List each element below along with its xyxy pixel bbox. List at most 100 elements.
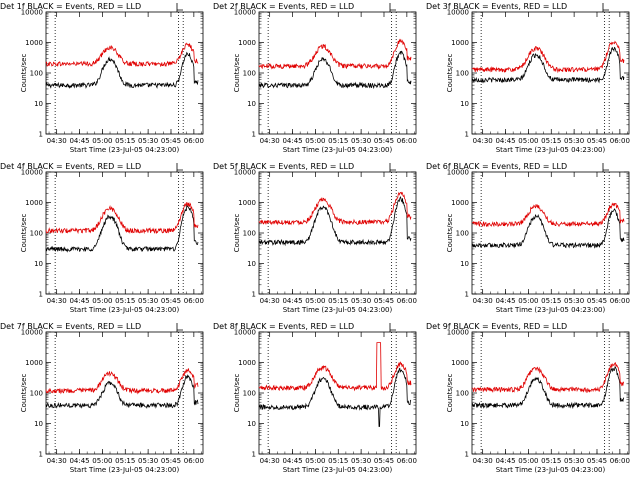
y-axis-title: Counts/sec	[446, 214, 454, 253]
y-tick-label: 1	[465, 451, 469, 459]
x-tick-label: 05:45	[374, 297, 394, 305]
y-tick-label: 1000	[451, 39, 469, 47]
y-tick-label: 1000	[238, 199, 256, 207]
time-marker-glyph	[389, 163, 396, 172]
detector-panel-8: Det 8f BLACK = Events, RED = LLD 1 10 100 10…	[213, 320, 426, 480]
x-tick-label: 04:45	[282, 137, 302, 145]
lld-series-line	[258, 342, 412, 392]
y-tick-label: 10	[460, 100, 469, 108]
x-tick-label: 05:15	[328, 457, 348, 465]
y-axis-title: Counts/sec	[20, 374, 28, 413]
x-tick-label: 05:45	[587, 297, 607, 305]
y-tick-label: 10000	[447, 169, 469, 177]
x-tick-label: 05:30	[564, 297, 584, 305]
x-tick-label: 06:00	[610, 457, 630, 465]
detector-panel-7: Det 7f BLACK = Events, RED = LLD 1 10 100 10…	[0, 320, 213, 480]
x-tick-label: 04:45	[495, 297, 515, 305]
x-axis-title: Start Time (23-Jul-05 04:23:00)	[70, 306, 180, 314]
detector-panel-4: Det 4f BLACK = Events, RED = LLD 1 10 100 10…	[0, 160, 213, 320]
x-tick-label: 05:30	[138, 457, 158, 465]
y-tick-label: 100	[456, 390, 469, 398]
panel-title: Det 7f BLACK = Events, RED = LLD	[0, 322, 141, 331]
panel-title: Det 6f BLACK = Events, RED = LLD	[426, 162, 567, 171]
lld-series-line	[471, 362, 624, 394]
x-tick-label: 04:30	[260, 297, 280, 305]
y-tick-label: 10	[34, 100, 43, 108]
time-marker-glyph	[602, 163, 609, 172]
x-axis-title: Start Time (23-Jul-05 04:23:00)	[283, 306, 393, 314]
x-tick-label: 04:45	[69, 457, 89, 465]
chart-svg: Det 8f BLACK = Events, RED = LLD 1 10 100 10…	[213, 322, 417, 474]
y-tick-label: 100	[243, 70, 256, 78]
panel-title: Det 4f BLACK = Events, RED = LLD	[0, 162, 141, 171]
x-tick-label: 04:45	[495, 137, 515, 145]
x-tick-label: 05:15	[328, 137, 348, 145]
y-tick-label: 1	[465, 291, 469, 299]
y-axis-title: Counts/sec	[446, 54, 454, 93]
x-tick-label: 05:45	[587, 457, 607, 465]
plot-frame	[45, 331, 204, 455]
chart-svg: Det 7f BLACK = Events, RED = LLD 1 10 100 10…	[0, 322, 204, 474]
y-tick-label: 1000	[25, 199, 43, 207]
x-tick-label: 06:00	[397, 297, 417, 305]
detector-panel-1: Det 1f BLACK = Events, RED = LLD 1 10 100 10…	[0, 0, 213, 160]
time-marker-glyph	[602, 3, 609, 12]
chart-svg: Det 6f BLACK = Events, RED = LLD 1 10 100 10…	[426, 162, 630, 314]
y-tick-label: 10000	[21, 9, 43, 17]
panel-title: Det 1f BLACK = Events, RED = LLD	[0, 2, 141, 11]
x-tick-label: 04:45	[69, 137, 89, 145]
x-tick-label: 05:00	[305, 297, 325, 305]
x-tick-label: 05:45	[374, 137, 394, 145]
events-series-line	[258, 195, 412, 247]
y-tick-label: 10000	[234, 169, 256, 177]
chart-svg: Det 9f BLACK = Events, RED = LLD 1 10 100 10…	[426, 322, 630, 474]
time-marker-glyph	[176, 163, 183, 172]
x-tick-label: 05:30	[351, 137, 371, 145]
y-axis-title: Counts/sec	[446, 374, 454, 413]
y-tick-label: 100	[30, 230, 43, 238]
x-tick-label: 05:45	[161, 137, 181, 145]
x-tick-label: 05:15	[115, 457, 135, 465]
y-tick-label: 10	[247, 260, 256, 268]
y-tick-label: 100	[243, 230, 256, 238]
chart-svg: Det 4f BLACK = Events, RED = LLD 1 10 100 10…	[0, 162, 204, 314]
x-tick-label: 05:15	[115, 297, 135, 305]
x-tick-label: 05:45	[374, 457, 394, 465]
x-axis-title: Start Time (23-Jul-05 04:23:00)	[283, 466, 393, 474]
panel-title: Det 2f BLACK = Events, RED = LLD	[213, 2, 354, 11]
y-tick-label: 10000	[234, 329, 256, 337]
plot-frame	[258, 331, 417, 455]
plot-frame	[258, 171, 417, 295]
panel-title: Det 3f BLACK = Events, RED = LLD	[426, 2, 567, 11]
x-tick-label: 05:30	[138, 137, 158, 145]
lld-series-line	[471, 202, 625, 228]
x-tick-label: 04:45	[495, 457, 515, 465]
x-tick-label: 05:30	[138, 297, 158, 305]
y-tick-label: 10	[247, 100, 256, 108]
x-tick-label: 05:15	[328, 297, 348, 305]
y-tick-label: 10	[460, 260, 469, 268]
detector-panel-5: Det 5f BLACK = Events, RED = LLD 1 10 100 10…	[213, 160, 426, 320]
x-tick-label: 05:30	[351, 457, 371, 465]
x-tick-label: 05:30	[351, 297, 371, 305]
x-tick-label: 04:30	[260, 457, 280, 465]
x-tick-label: 05:00	[305, 457, 325, 465]
x-tick-label: 05:15	[541, 137, 561, 145]
events-series-line	[258, 50, 412, 90]
plot-frame	[471, 171, 630, 295]
chart-svg: Det 1f BLACK = Events, RED = LLD 1 10 100 10…	[0, 2, 204, 154]
x-tick-label: 05:15	[541, 457, 561, 465]
x-tick-label: 04:30	[47, 297, 67, 305]
lld-series-line	[45, 42, 199, 68]
x-tick-label: 04:30	[473, 457, 493, 465]
x-tick-label: 06:00	[184, 457, 204, 465]
x-axis-title: Start Time (23-Jul-05 04:23:00)	[496, 466, 606, 474]
x-tick-label: 05:30	[564, 137, 584, 145]
x-tick-label: 05:00	[92, 457, 112, 465]
y-axis-title: Counts/sec	[233, 214, 241, 253]
lld-series-line	[258, 38, 412, 70]
y-tick-label: 10000	[21, 329, 43, 337]
time-marker-glyph	[389, 3, 396, 12]
x-tick-label: 06:00	[397, 137, 417, 145]
